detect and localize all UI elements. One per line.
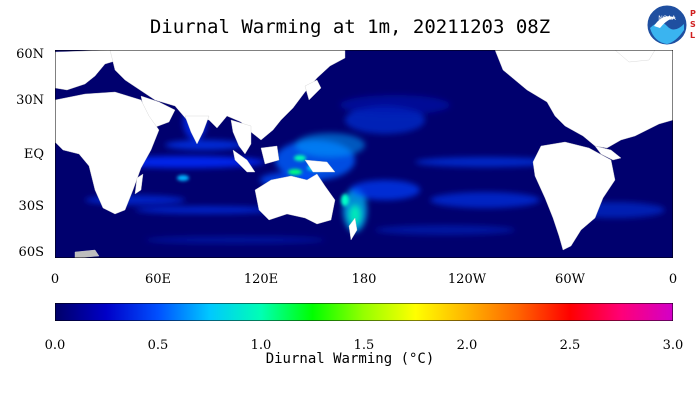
colorbar-tick-label: 3.0	[662, 338, 684, 353]
noaa-logo-icon: NOAA	[646, 4, 688, 46]
lon-tick-label: 120W	[447, 272, 487, 287]
land-central-america	[594, 145, 622, 161]
land-greenland	[614, 50, 656, 63]
chart-title: Diurnal Warming at 1m, 20211203 08Z	[149, 16, 551, 38]
land-africa	[55, 91, 160, 215]
lat-tick-label: 30S	[18, 199, 44, 214]
colorbar-tick-label: 2.5	[559, 338, 581, 353]
land-borneo	[260, 145, 280, 165]
diurnal-warming-map	[55, 50, 673, 258]
land-new-guinea	[304, 159, 336, 173]
lon-tick-label: 60E	[144, 272, 172, 287]
colorbar-tick-label: 1.0	[250, 338, 272, 353]
colorbar-tick-label: 1.5	[353, 338, 375, 353]
land-madagascar	[134, 173, 144, 195]
lat-tick-label: 30N	[16, 93, 44, 108]
land-sumatra	[232, 149, 256, 173]
land-india	[184, 115, 210, 145]
lat-tick-label: 60S	[18, 245, 44, 260]
land-antarctica-edge	[74, 249, 100, 258]
land-asia	[109, 50, 346, 141]
land-new-zealand	[348, 217, 358, 241]
lon-tick-label: 0	[50, 272, 60, 287]
lon-tick-label: 120E	[243, 272, 279, 287]
psl-letter: S	[690, 20, 696, 29]
land-masses	[55, 50, 673, 258]
colorbar-tick-label: 2.0	[456, 338, 478, 353]
lon-tick-label: 60W	[555, 272, 585, 287]
lon-tick-label: 180	[351, 272, 377, 287]
land-japan	[304, 79, 322, 101]
lat-tick-label: EQ	[23, 147, 44, 162]
colorbar-label: Diurnal Warming (°C)	[265, 351, 435, 367]
land-indochina	[230, 119, 252, 155]
lat-tick-label: 60N	[16, 47, 44, 62]
land-south-america	[532, 141, 616, 251]
psl-letter: P	[690, 9, 696, 18]
land-australia	[254, 173, 336, 225]
logo-text: NOAA	[658, 15, 676, 22]
lon-tick-label: 0	[668, 272, 678, 287]
colorbar-tick-label: 0.0	[44, 338, 66, 353]
colorbar-tick-label: 0.5	[147, 338, 169, 353]
colorbar	[55, 303, 673, 321]
colorbar-gradient	[55, 303, 673, 321]
psl-letter: L	[690, 31, 696, 40]
psl-letters: P S L	[690, 8, 700, 41]
